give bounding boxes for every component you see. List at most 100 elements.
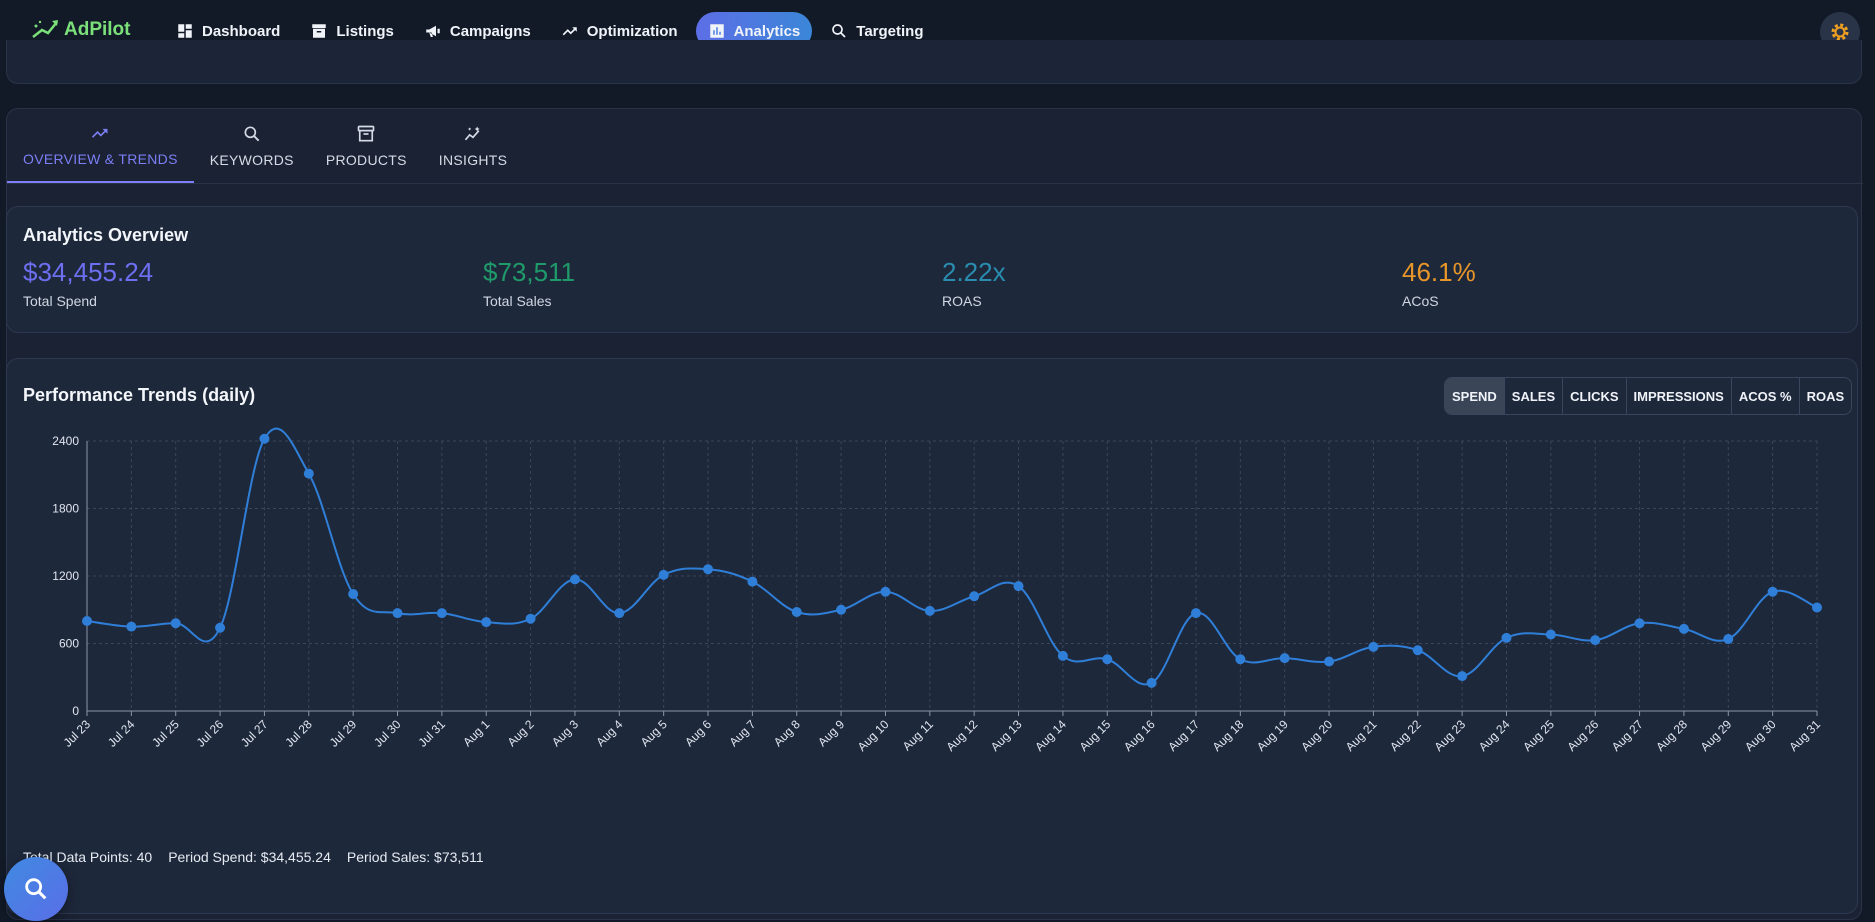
tab-overview-trends[interactable]: OVERVIEW & TRENDS — [7, 109, 194, 183]
period-spend: Period Spend: $34,455.24 — [168, 849, 331, 865]
metric-value: $34,455.24 — [23, 257, 154, 287]
tab-insights-label: INSIGHTS — [438, 152, 508, 168]
x-tick-label: Aug 22 — [1387, 717, 1424, 754]
data-point — [1723, 634, 1734, 644]
tab-keywords[interactable]: KEYWORDS — [194, 109, 310, 183]
metric-option-impressions[interactable]: IMPRESSIONS — [1627, 378, 1732, 414]
sparkle-chart-icon — [464, 126, 480, 141]
x-tick-label: Jul 30 — [371, 717, 404, 750]
overview-title: Analytics Overview — [23, 225, 189, 245]
data-point — [747, 576, 758, 587]
x-tick-label: Aug 21 — [1343, 717, 1380, 754]
y-tick-label: 1800 — [52, 502, 79, 516]
x-tick-label: Jul 28 — [282, 717, 315, 750]
data-point — [1457, 671, 1468, 682]
spend-series-line — [86, 427, 1818, 686]
x-tick-label: Aug 31 — [1786, 717, 1823, 754]
data-point — [1235, 654, 1246, 665]
x-tick-label: Jul 24 — [105, 717, 138, 750]
data-point — [392, 608, 403, 619]
analytics-tabs: OVERVIEW & TRENDS KEYWORDS PRODUCTS INSI… — [7, 109, 523, 183]
logo-plane-icon — [32, 20, 58, 38]
data-point — [1634, 618, 1645, 629]
trending-up-icon — [92, 128, 108, 138]
data-point — [1146, 677, 1157, 688]
tab-keywords-label: KEYWORDS — [209, 152, 294, 168]
metric-value: $73,511 — [483, 257, 576, 287]
x-tick-label: Aug 30 — [1742, 717, 1779, 754]
nav-optimization[interactable]: Optimization — [549, 12, 690, 50]
nav-targeting[interactable]: Targeting — [818, 12, 935, 50]
archive-icon — [357, 125, 375, 142]
metric-label: Total Sales — [483, 293, 552, 309]
x-tick-label: Aug 24 — [1476, 717, 1513, 754]
tabs-divider — [7, 183, 1863, 184]
data-point — [969, 591, 980, 602]
data-point — [569, 574, 580, 585]
nav-dashboard[interactable]: Dashboard — [164, 12, 292, 50]
metric-label: ROAS — [942, 293, 982, 309]
spend-line-chart: 0 600 1200 1800 2400 Jul 23 Jul 24 Jul 25 Jul 26… — [52, 427, 1823, 754]
tab-products[interactable]: PRODUCTS — [310, 109, 423, 183]
data-point — [703, 564, 714, 575]
total-data-points: Total Data Points: 40 — [23, 849, 153, 865]
y-tick-label: 600 — [59, 637, 79, 651]
x-tick-label: Aug 18 — [1210, 717, 1247, 754]
x-tick-label: Aug 25 — [1520, 717, 1557, 754]
tab-products-label: PRODUCTS — [325, 152, 407, 168]
data-point — [126, 621, 137, 632]
metric-roas: 2.22x ROAS — [942, 257, 1006, 309]
x-tick-label: Aug 3 — [549, 717, 581, 749]
data-point — [924, 605, 935, 616]
x-tick-label: Aug 19 — [1254, 717, 1291, 754]
megaphone-icon — [426, 25, 440, 37]
data-point — [791, 607, 802, 617]
metric-option-acos[interactable]: ACOS % — [1732, 378, 1800, 414]
metric-option-spend[interactable]: SPEND — [1445, 378, 1505, 414]
performance-trends-card: Performance Trends (daily) SPEND SALES C… — [6, 358, 1858, 914]
nav-listings-label: Listings — [336, 22, 394, 40]
x-tick-label: Aug 5 — [638, 717, 670, 749]
x-tick-label: Aug 28 — [1653, 717, 1690, 754]
data-point — [82, 616, 92, 626]
x-tick-label: Aug 23 — [1431, 717, 1468, 754]
metric-option-sales[interactable]: SALES — [1505, 378, 1564, 414]
data-point — [259, 433, 270, 444]
metric-value: 2.22x — [942, 257, 1006, 287]
metric-total-spend: $34,455.24 Total Spend — [23, 257, 153, 309]
data-point — [303, 468, 314, 479]
data-point — [836, 604, 847, 615]
metric-acos: 46.1% ACoS — [1402, 257, 1476, 309]
data-point — [1812, 602, 1822, 613]
y-tick-label: 1200 — [52, 569, 79, 583]
collapsed-card — [6, 40, 1862, 84]
data-point — [1412, 645, 1423, 656]
x-tick-label: Aug 13 — [988, 717, 1025, 754]
nav-optimization-label: Optimization — [586, 22, 678, 40]
tab-insights[interactable]: INSIGHTS — [423, 109, 524, 183]
nav-campaigns[interactable]: Campaigns — [412, 12, 543, 50]
x-tick-label: Aug 2 — [505, 717, 537, 749]
data-point — [436, 608, 447, 619]
data-point — [658, 569, 669, 580]
gear-icon — [1831, 23, 1849, 41]
data-point — [1324, 656, 1335, 667]
x-tick-label: Aug 29 — [1698, 717, 1735, 754]
trends-footer: Total Data Points: 40 Period Spend: $34,… — [23, 849, 484, 865]
x-tick-label: Jul 29 — [327, 717, 360, 750]
floating-search-button[interactable] — [4, 857, 68, 921]
app-logo[interactable]: AdPilot — [30, 17, 131, 43]
data-point — [1590, 635, 1601, 646]
x-tick-label: Aug 9 — [815, 717, 847, 749]
x-tick-label: Aug 27 — [1609, 717, 1646, 754]
data-point — [614, 608, 625, 619]
data-point — [215, 622, 226, 633]
data-point — [525, 613, 536, 624]
x-tick-label: Aug 16 — [1121, 717, 1158, 754]
search-icon — [244, 126, 260, 142]
metric-option-roas[interactable]: ROAS — [1806, 388, 1845, 404]
data-point — [1368, 641, 1379, 652]
nav-listings[interactable]: Listings — [298, 12, 406, 50]
metric-option-clicks[interactable]: CLICKS — [1563, 378, 1627, 414]
data-point — [1190, 608, 1201, 619]
